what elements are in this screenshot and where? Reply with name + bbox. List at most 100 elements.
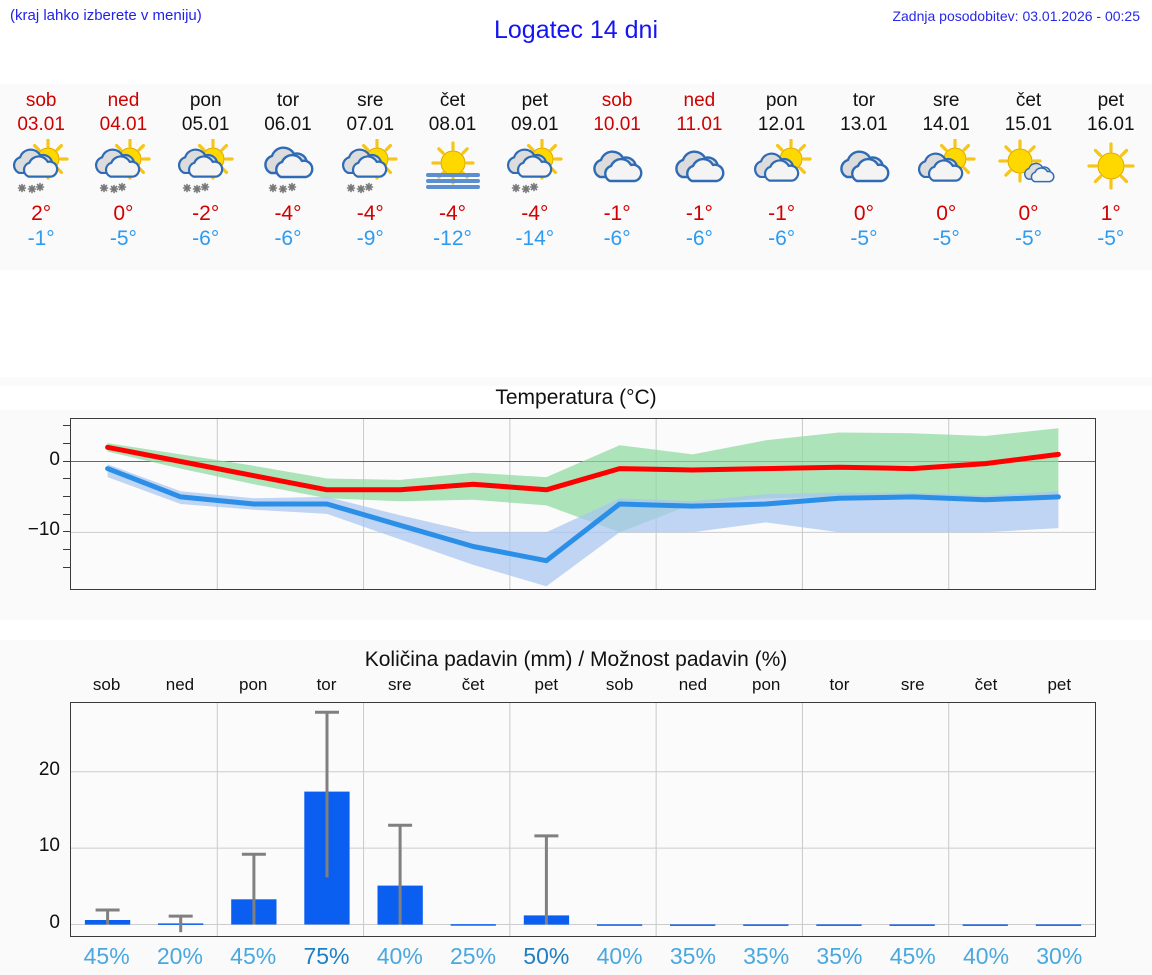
max-temperature-label: -4° bbox=[274, 202, 302, 225]
precipitation-day-label: sre bbox=[387, 675, 412, 694]
day-forecast-column[interactable]: pet 09.01 -4° -14° bbox=[494, 84, 576, 270]
precipitation-day-label: tor bbox=[829, 675, 850, 694]
temperature-axis-tick bbox=[63, 531, 70, 533]
precipitation-probability-label: 35% bbox=[669, 942, 716, 969]
cloudy-icon bbox=[580, 139, 654, 197]
day-forecast-column[interactable]: ned 11.01 -1° -6° bbox=[658, 84, 740, 270]
cloudy-icon bbox=[662, 139, 736, 197]
max-temperature-label: -1° bbox=[685, 202, 713, 225]
precipitation-day-label: pet bbox=[534, 675, 559, 694]
precipitation-day-label: čet bbox=[974, 675, 998, 694]
precipitation-probability-row: 45% 20% 45% 75% 40% 25% 50% 40% 35% 35% 35% 45% 40% 3… bbox=[70, 938, 1096, 974]
precipitation-day-label: pet bbox=[1047, 675, 1072, 694]
day-date-label: 16.01 bbox=[1087, 114, 1135, 135]
precipitation-probability-label: 25% bbox=[450, 942, 497, 969]
sun-cloud-snow-icon bbox=[169, 139, 243, 197]
min-temperature-label: -14° bbox=[515, 227, 555, 250]
precipitation-probability-label: 30% bbox=[1036, 942, 1083, 969]
precipitation-probability-label: 45% bbox=[230, 942, 277, 969]
day-forecast-column[interactable]: pon 12.01 -1° -6° bbox=[741, 84, 823, 270]
day-date-label: 11.01 bbox=[676, 114, 723, 135]
precipitation-chart-section: Količina padavin (mm) / Možnost padavin … bbox=[0, 640, 1152, 975]
max-temperature-label: -2° bbox=[192, 202, 220, 225]
day-forecast-column[interactable]: sre 07.01 -4° -9° bbox=[329, 84, 411, 270]
min-temperature-label: -6° bbox=[274, 227, 302, 250]
temperature-y-tick-label: 0 bbox=[49, 448, 60, 470]
day-forecast-column[interactable]: sob 03.01 2° -1° bbox=[0, 84, 82, 270]
precipitation-day-label: pon bbox=[239, 675, 268, 694]
day-date-label: 03.01 bbox=[17, 114, 65, 135]
precipitation-day-label: ned bbox=[165, 675, 195, 694]
sun-icon bbox=[1074, 139, 1148, 197]
precipitation-day-label: sob bbox=[92, 675, 121, 694]
day-date-label: 09.01 bbox=[511, 114, 559, 135]
temperature-chart-section: Temperatura (°C) 0−10 © vreme.us & vreme… bbox=[0, 377, 1152, 864]
day-forecast-column[interactable]: tor 06.01 -4° -6° bbox=[247, 84, 329, 270]
day-forecast-column[interactable]: sre 14.01 0° -5° bbox=[905, 84, 987, 270]
min-temperature-label: -5° bbox=[1097, 227, 1125, 250]
temperature-y-tick-label: −10 bbox=[27, 519, 60, 541]
temperature-axis-tick bbox=[63, 549, 70, 551]
day-date-label: 08.01 bbox=[428, 114, 477, 135]
precipitation-day-label: ned bbox=[678, 675, 708, 694]
sun-small-cloud-icon bbox=[992, 139, 1066, 197]
day-of-week-label: sob bbox=[601, 90, 633, 111]
min-temperature-label: -5° bbox=[109, 227, 137, 250]
temperature-plot-area bbox=[70, 418, 1096, 590]
day-of-week-label: sre bbox=[933, 90, 960, 111]
precipitation-chart-title: Količina padavin (mm) / Možnost padavin … bbox=[364, 648, 788, 671]
precipitation-day-label: sob bbox=[605, 675, 634, 694]
sun-cloud-snow-icon bbox=[4, 139, 78, 197]
day-of-week-label: tor bbox=[852, 90, 876, 111]
day-date-label: 04.01 bbox=[99, 114, 148, 135]
sun-cloud-icon bbox=[745, 139, 819, 197]
precipitation-day-label: čet bbox=[461, 675, 485, 694]
temperature-axis-tick bbox=[63, 513, 70, 515]
precipitation-probability-label: 20% bbox=[156, 942, 203, 969]
precipitation-day-label: sre bbox=[900, 675, 925, 694]
precipitation-probability-label: 35% bbox=[816, 942, 863, 969]
precipitation-y-tick-label: 10 bbox=[38, 835, 60, 857]
precipitation-y-tick-label: 20 bbox=[38, 758, 60, 780]
precipitation-probability-label: 40% bbox=[376, 942, 423, 969]
day-date-label: 10.01 bbox=[593, 114, 641, 135]
precipitation-probability-label: 45% bbox=[889, 942, 936, 969]
max-temperature-label: -1° bbox=[768, 202, 796, 225]
day-forecast-column[interactable]: čet 08.01 -4° -12° bbox=[411, 84, 493, 270]
max-temperature-label: 2° bbox=[31, 202, 52, 225]
sun-cloud-icon bbox=[909, 139, 983, 197]
max-temperature-label: -1° bbox=[603, 202, 631, 225]
day-forecast-column[interactable]: tor 13.01 0° -5° bbox=[823, 84, 905, 270]
min-temperature-label: -6° bbox=[685, 227, 713, 250]
precipitation-x-axis-labels: sob ned pon tor sre čet pet sob ned pon tor sre čet p… bbox=[70, 675, 1096, 699]
sun-cloud-snow-icon bbox=[333, 139, 407, 197]
min-temperature-label: -1° bbox=[27, 227, 55, 250]
min-temperature-label: -5° bbox=[850, 227, 878, 250]
temperature-axis-tick bbox=[63, 442, 70, 444]
day-of-week-label: tor bbox=[276, 90, 300, 111]
day-date-label: 12.01 bbox=[757, 114, 806, 135]
precipitation-probability-label: 40% bbox=[962, 942, 1010, 969]
location-menu-hint: (kraj lahko izberete v meniju) bbox=[10, 7, 202, 24]
day-forecast-column[interactable]: sob 10.01 -1° -6° bbox=[576, 84, 658, 270]
page-header: (kraj lahko izberete v meniju) Logatec 1… bbox=[0, 0, 1152, 84]
max-temperature-label: -4° bbox=[356, 202, 384, 225]
day-of-week-label: pon bbox=[765, 90, 798, 111]
min-temperature-label: -6° bbox=[768, 227, 796, 250]
max-temperature-label: 0° bbox=[853, 202, 874, 225]
sun-cloud-snow-icon bbox=[498, 139, 572, 197]
day-forecast-column[interactable]: pon 05.01 -2° -6° bbox=[165, 84, 247, 270]
precipitation-y-tick-label: 0 bbox=[49, 911, 60, 933]
precipitation-probability-label: 40% bbox=[596, 942, 643, 969]
cloudy-icon bbox=[827, 139, 901, 197]
day-date-label: 15.01 bbox=[1004, 114, 1053, 135]
day-forecast-column[interactable]: čet 15.01 0° -5° bbox=[987, 84, 1069, 270]
day-forecast-column[interactable]: pet 16.01 1° -5° bbox=[1070, 84, 1152, 270]
daily-forecast-strip: sob 03.01 2° -1° ned 04.01 0° -5° pon 05.01 - bbox=[0, 84, 1152, 270]
precipitation-probability-label: 35% bbox=[743, 942, 790, 969]
temperature-chart-title: Temperatura (°C) bbox=[0, 386, 1152, 410]
day-forecast-column[interactable]: ned 04.01 0° -5° bbox=[82, 84, 164, 270]
min-temperature-label: -5° bbox=[1014, 227, 1043, 250]
max-temperature-label: 0° bbox=[936, 202, 957, 225]
